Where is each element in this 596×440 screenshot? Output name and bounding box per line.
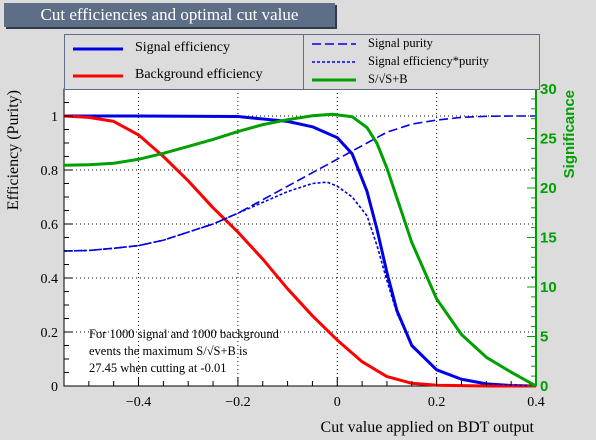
annotation-text: For 1000 signal and 1000 background even… xyxy=(89,326,279,377)
legend-label: S/√S+B xyxy=(368,72,408,86)
legend-swatch xyxy=(312,61,356,63)
grid xyxy=(64,89,536,386)
axes: −0.4 −0.2 0 0.2 0.400.20.40.60.8105101520253… xyxy=(41,81,557,410)
x-tick-label: −0.4 xyxy=(126,395,151,410)
legend-swatch xyxy=(73,74,123,78)
x-tick-label: −0.2 xyxy=(225,395,250,410)
chart-title: Cut efficiencies and optimal cut value xyxy=(4,3,335,27)
x-axis-title: Cut value applied on BDT output xyxy=(321,419,535,436)
legend-label: Signal purity xyxy=(368,36,433,50)
y2-tick-label: 15 xyxy=(540,230,557,247)
y-tick-label: 1 xyxy=(51,110,58,125)
legend-swatch xyxy=(73,47,123,51)
y2-tick-label: 30 xyxy=(540,81,557,98)
annotation-line-3: 27.45 when cutting at -0.01 xyxy=(89,361,227,375)
legend-divider xyxy=(303,35,304,89)
x-tick-label: 0.2 xyxy=(428,395,446,410)
x-tick-label: 0 xyxy=(334,395,341,410)
y2-tick-label: 0 xyxy=(540,378,548,395)
series-group xyxy=(63,112,537,388)
annotation-line-2: events the maximum S/√S+B is xyxy=(89,344,248,358)
legend-swatch xyxy=(312,43,356,45)
legend-item-signal-efficiency-purity: Signal efficiency*purity xyxy=(304,53,539,71)
y2-tick-label: 20 xyxy=(540,180,557,197)
y-tick-label: 0.6 xyxy=(41,218,59,233)
y-tick-label: 0 xyxy=(51,380,58,395)
y2-tick-label: 25 xyxy=(540,131,557,148)
series-line-2 xyxy=(63,115,536,252)
legend-label: Signal efficiency*purity xyxy=(368,54,489,68)
series-line-3 xyxy=(63,181,537,387)
y-tick-label: 0.2 xyxy=(41,326,59,341)
legend-label: Background efficiency xyxy=(135,67,263,82)
legend-item-significance: S/√S+B xyxy=(304,71,539,89)
y-axis-title: Efficiency (Purity) xyxy=(5,90,22,210)
legend-item-signal-purity: Signal purity xyxy=(304,35,539,53)
y2-tick-label: 5 xyxy=(540,329,548,346)
legend: Signal efficiency Background efficiency … xyxy=(64,34,540,90)
y-tick-label: 0.8 xyxy=(41,164,59,179)
legend-item-background-efficiency: Background efficiency xyxy=(65,62,303,89)
legend-item-signal-efficiency: Signal efficiency xyxy=(65,35,303,62)
y2-axis-title: Significance xyxy=(561,90,578,178)
y-tick-label: 0.4 xyxy=(41,272,59,287)
x-tick-label: 0.4 xyxy=(527,395,545,410)
legend-swatch xyxy=(312,78,356,82)
legend-label: Signal efficiency xyxy=(135,40,230,55)
series-line-4 xyxy=(63,112,537,388)
series-line-1 xyxy=(63,114,536,388)
annotation-line-1: For 1000 signal and 1000 background xyxy=(89,327,279,341)
y2-tick-label: 10 xyxy=(540,279,557,296)
